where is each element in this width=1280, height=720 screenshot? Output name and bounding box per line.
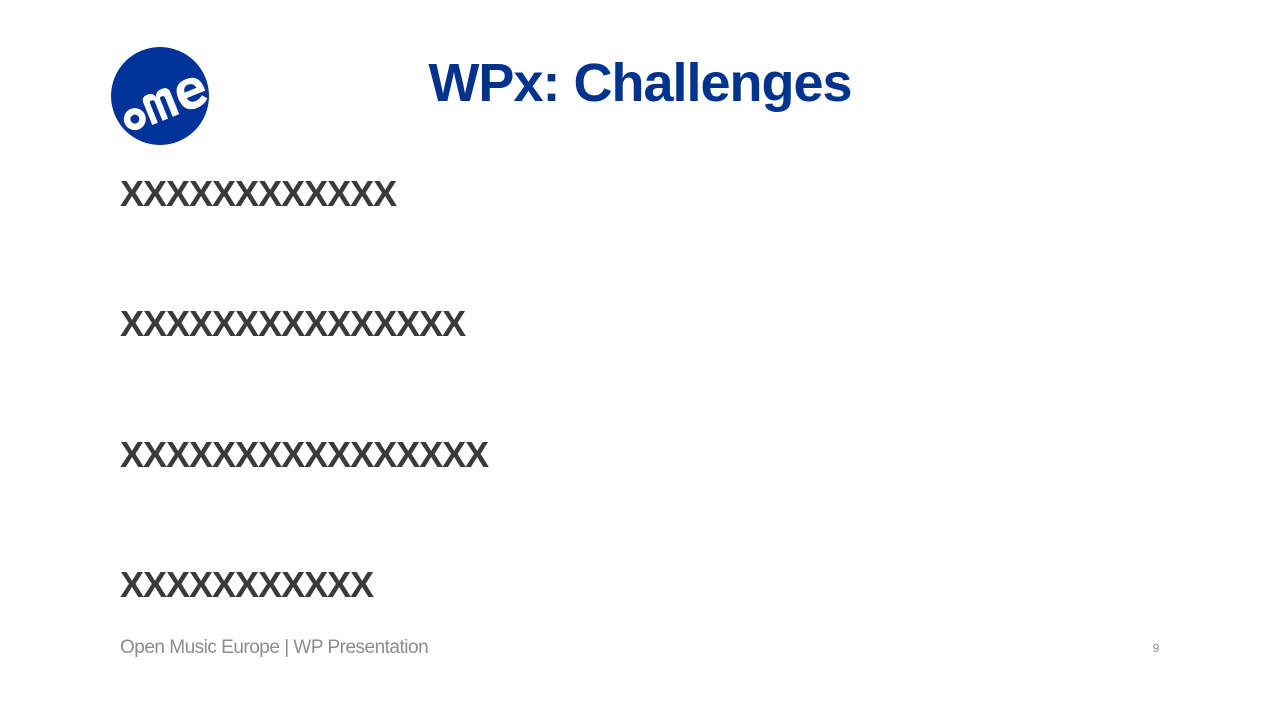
- slide-footer: Open Music Europe | WP Presentation: [120, 637, 429, 658]
- bullet-item-4: XXXXXXXXXXX: [120, 564, 374, 605]
- bullet-item-1: XXXXXXXXXXXX: [120, 173, 397, 214]
- page-number: 9: [1152, 641, 1160, 655]
- bullet-item-2: XXXXXXXXXXXXXXX: [120, 303, 466, 344]
- bullet-item-3: XXXXXXXXXXXXXXXX: [120, 434, 489, 475]
- slide-title: WPx: Challenges: [428, 53, 852, 113]
- ome-logo: [111, 47, 209, 145]
